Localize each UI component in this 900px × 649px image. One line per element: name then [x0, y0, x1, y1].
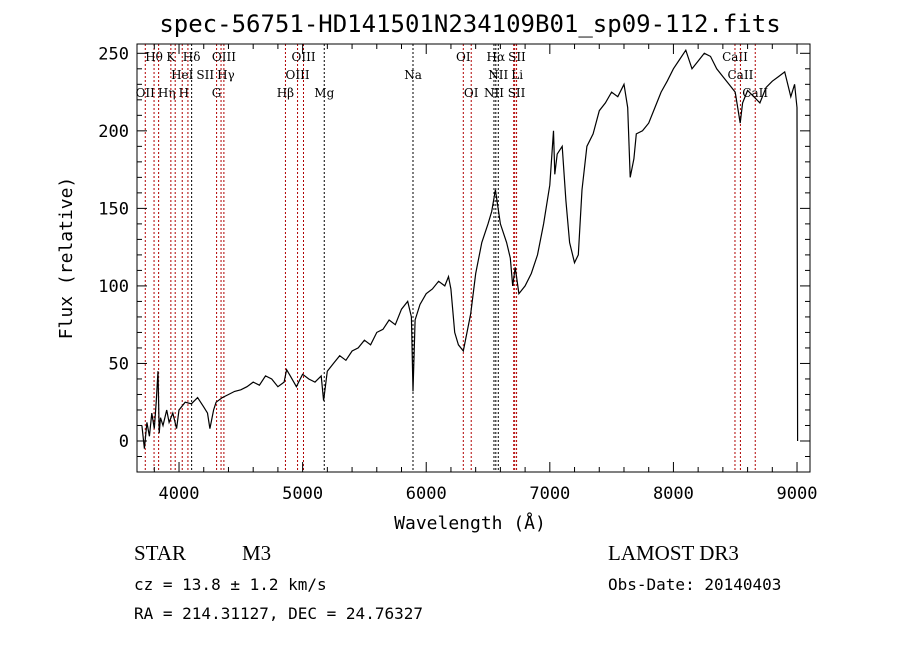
- spectral-line-label: NII: [488, 68, 508, 82]
- x-tick-label: 7000: [529, 484, 570, 504]
- x-tick-label: 8000: [653, 484, 694, 504]
- redshift-text: cz = 13.8 ± 1.2 km/s: [134, 575, 327, 594]
- x-axis-label: Wavelength (Å): [394, 512, 546, 534]
- spectral-line-label: Mg: [314, 86, 334, 100]
- obs-date: Obs-Date: 20140403: [608, 575, 781, 594]
- spectral-line-label: Na: [404, 68, 422, 82]
- spectral-line-label: Hγ: [217, 68, 235, 82]
- spectral-line-label: OI: [464, 86, 479, 100]
- object-class: STAR: [134, 541, 186, 565]
- spectral-line-label: Hα: [487, 50, 506, 64]
- spectral-line-label: Hδ: [183, 50, 201, 64]
- x-tick-label: 5000: [282, 484, 323, 504]
- chart-title: spec-56751-HD141501N234109B01_sp09-112.f…: [159, 10, 780, 38]
- spectrum-line: [141, 48, 799, 449]
- spectral-line-label: OIII: [292, 50, 316, 64]
- y-tick-label: 50: [109, 354, 129, 374]
- spectral-line-label: SII: [196, 68, 214, 82]
- spectral-line-label: Hβ: [277, 86, 294, 100]
- spectral-line-label: OIII: [286, 68, 310, 82]
- spectral-line-label: G: [212, 86, 222, 100]
- spectral-line-label: NII: [484, 86, 504, 100]
- spectral-line-label: OI: [456, 50, 471, 64]
- series-group: [141, 48, 799, 449]
- spectral-line-label: K: [166, 50, 176, 64]
- x-tick-label: 4000: [159, 484, 200, 504]
- spectral-line-label: OIII: [212, 50, 236, 64]
- y-tick-label: 100: [98, 277, 129, 297]
- spectral-line-label: CaII: [728, 68, 754, 82]
- y-tick-label: 0: [119, 432, 129, 452]
- plot-frame: [136, 43, 811, 473]
- survey-name: LAMOST DR3: [608, 541, 739, 565]
- axis-ticks: 4000 5000 6000 7000 8000 9000 0 50 100 150 200 250: [98, 44, 817, 504]
- spectral-line-label: H: [179, 86, 189, 100]
- spectral-line-label: Li: [511, 68, 523, 82]
- spectral-line-label: SII: [508, 50, 526, 64]
- y-tick-label: 200: [98, 122, 129, 142]
- spectral-line-label: Hη: [158, 86, 176, 100]
- spectral-line-label: HeI: [171, 68, 194, 82]
- spectral-line-label: CaII: [722, 50, 748, 64]
- spectral-line-label: SII: [508, 86, 526, 100]
- spectral-line-label: OII: [136, 86, 156, 100]
- y-tick-label: 150: [98, 199, 129, 219]
- spectral-line-label: Hθ: [145, 50, 163, 64]
- y-axis-label: Flux (relative): [56, 177, 77, 340]
- x-tick-label: 6000: [406, 484, 447, 504]
- x-tick-label: 9000: [777, 484, 818, 504]
- object-subclass: M3: [242, 541, 271, 565]
- coordinates-text: RA = 214.31127, DEC = 24.76327: [134, 604, 423, 623]
- y-tick-label: 250: [98, 44, 129, 64]
